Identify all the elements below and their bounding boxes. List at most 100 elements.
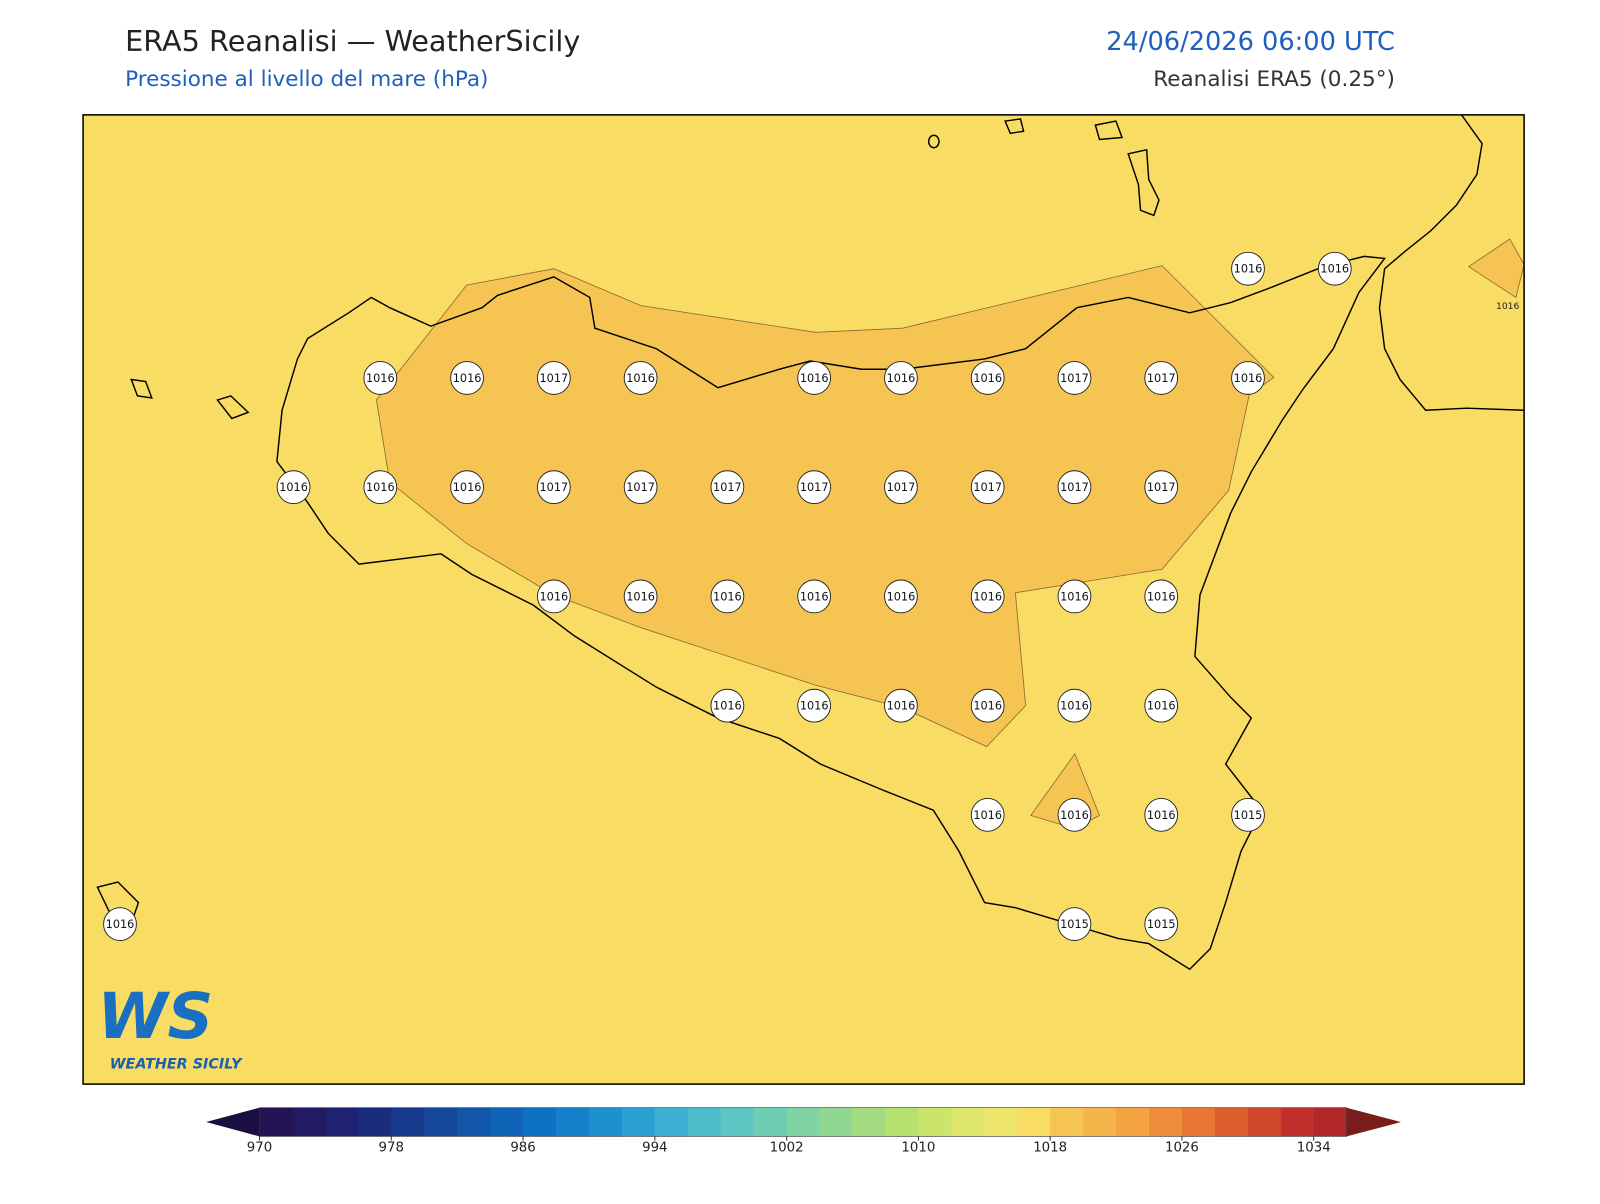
colorbar-segment (786, 1107, 821, 1137)
station-value: 1016 (366, 481, 395, 494)
colorbar-tick-label: 1018 (1033, 1141, 1067, 1156)
colorbar-segment (687, 1107, 722, 1137)
station-marker (970, 470, 1005, 505)
logo-text: WEATHER SICILY (110, 1057, 243, 1073)
station-marker (1231, 361, 1265, 395)
station-marker (623, 579, 658, 614)
colorbar-segment (292, 1107, 326, 1137)
colorbar-segment (391, 1107, 425, 1137)
station-marker (970, 688, 1005, 723)
colorbar-tick-label: 978 (379, 1141, 404, 1156)
station-marker (103, 907, 137, 941)
logo: WS WEATHER SICILY (97, 979, 243, 1073)
colorbar-segment (918, 1107, 952, 1137)
island (96, 881, 140, 925)
colorbar-frame (259, 1107, 1347, 1137)
map-frame (82, 114, 1525, 1085)
station-marker (1057, 688, 1092, 723)
colorbar-segment (523, 1107, 557, 1137)
station-value: 1016 (1147, 590, 1176, 603)
colorbar-segment (1116, 1107, 1150, 1137)
colorbar-tick-label: 1026 (1165, 1141, 1199, 1156)
contour-area (375, 265, 1275, 748)
island (1004, 118, 1025, 135)
station-marker (1144, 470, 1179, 505)
station-value: 1016 (106, 918, 135, 931)
station-value: 1016 (1234, 263, 1263, 276)
station-marker (1317, 251, 1352, 286)
colorbar-segment (885, 1107, 919, 1137)
station-marker (450, 470, 484, 505)
station-value: 1016 (1060, 809, 1089, 822)
station-value: 1017 (540, 481, 569, 494)
subtitle: Pressione al livello del mare (hPa) (125, 67, 488, 92)
station-value: 1015 (1147, 918, 1176, 931)
station-marker (1144, 907, 1179, 941)
island (216, 395, 250, 420)
colorbar-segment (621, 1107, 656, 1137)
station-value: 1016 (1060, 590, 1089, 603)
station-marker (363, 361, 398, 395)
island (1127, 148, 1160, 217)
station-marker (623, 470, 658, 505)
station-marker (884, 361, 918, 395)
colorbar-tick-label: 1010 (901, 1141, 935, 1156)
colorbar-segment (424, 1107, 458, 1137)
station-marker (450, 361, 484, 395)
colorbar-tick-label: 1002 (770, 1141, 804, 1156)
colorbar-segment (1313, 1107, 1348, 1137)
station-value: 1017 (1147, 372, 1176, 385)
station-marker (1231, 797, 1265, 832)
colorbar-segment (1050, 1107, 1084, 1137)
station-value: 1016 (800, 700, 829, 713)
station-value: 1016 (887, 590, 916, 603)
colorbar-segment (1017, 1107, 1051, 1137)
station-marker (276, 470, 311, 505)
colorbar-segment (951, 1107, 985, 1137)
station-marker (1144, 797, 1179, 832)
station-value: 1017 (973, 481, 1002, 494)
colorbar-segment (555, 1107, 590, 1137)
station-marker (797, 688, 832, 723)
date: 24/06/2026 06:00 UTC (1106, 27, 1395, 57)
station-value: 1016 (366, 372, 395, 385)
station-value: 1016 (540, 590, 569, 603)
station-value: 1016 (973, 590, 1002, 603)
station-value: 1017 (1060, 372, 1089, 385)
station-marker (623, 361, 658, 395)
colorbar-segment (457, 1107, 491, 1137)
station-marker (1057, 361, 1092, 395)
station-marker (710, 579, 745, 614)
station-marker (536, 361, 571, 395)
colorbar-segment (1083, 1107, 1117, 1137)
station-value: 1015 (1060, 918, 1089, 931)
colorbar-segment (490, 1107, 524, 1137)
station-value: 1016 (1147, 809, 1176, 822)
colorbar-tick-label: 994 (642, 1141, 667, 1156)
station-value: 1017 (713, 481, 742, 494)
colorbar-segment (1247, 1107, 1282, 1137)
station-value: 1016 (1234, 372, 1263, 385)
title: ERA5 Reanalisi — WeatherSicily (125, 24, 580, 58)
station-value: 1016 (800, 372, 829, 385)
station-marker (1057, 797, 1092, 832)
station-value: 1016 (973, 809, 1002, 822)
colorbar-segment (654, 1107, 689, 1137)
station-value: 1016 (713, 590, 742, 603)
station-value: 1016 (973, 700, 1002, 713)
station-value: 1017 (887, 481, 916, 494)
island (1094, 120, 1124, 141)
station-marker (884, 579, 918, 614)
station-marker (536, 579, 571, 614)
station-marker (970, 579, 1005, 614)
station-marker (710, 470, 745, 505)
station-value: 1016 (887, 372, 916, 385)
station-marker (884, 688, 918, 723)
station-value: 1017 (1147, 481, 1176, 494)
colorbar-segment (852, 1107, 886, 1137)
station-marker (1057, 579, 1092, 614)
colorbar-over (1346, 1107, 1402, 1137)
colorbar-segment (720, 1107, 755, 1137)
calabria-coast (1378, 114, 1525, 411)
